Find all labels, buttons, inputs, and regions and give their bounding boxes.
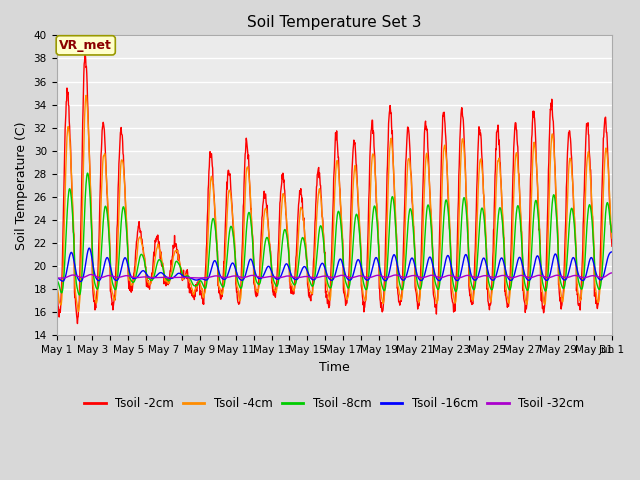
Tsoil -4cm	[82, 93, 90, 98]
Tsoil -32cm	[608, 270, 616, 276]
Tsoil -16cm	[264, 264, 272, 269]
Tsoil -2cm	[52, 283, 60, 288]
Legend: Tsoil -2cm, Tsoil -4cm, Tsoil -8cm, Tsoil -16cm, Tsoil -32cm: Tsoil -2cm, Tsoil -4cm, Tsoil -8cm, Tsoi…	[79, 392, 589, 415]
Tsoil -2cm	[214, 248, 221, 253]
Tsoil -8cm	[535, 227, 543, 232]
Tsoil -2cm	[81, 51, 89, 57]
Tsoil -4cm	[535, 216, 543, 222]
Line: Tsoil -32cm: Tsoil -32cm	[56, 273, 612, 278]
Tsoil -4cm	[52, 281, 60, 287]
Tsoil -4cm	[474, 208, 481, 214]
Y-axis label: Soil Temperature (C): Soil Temperature (C)	[15, 121, 28, 250]
Tsoil -16cm	[164, 275, 172, 280]
Tsoil -16cm	[474, 275, 481, 281]
Tsoil -16cm	[52, 275, 60, 281]
Tsoil -4cm	[164, 278, 172, 284]
Line: Tsoil -2cm: Tsoil -2cm	[56, 54, 612, 324]
Tsoil -32cm	[213, 273, 221, 279]
Tsoil -16cm	[214, 264, 221, 270]
Tsoil -32cm	[153, 275, 161, 280]
Tsoil -4cm	[608, 235, 616, 241]
Tsoil -8cm	[608, 229, 616, 235]
Tsoil -8cm	[164, 277, 172, 283]
Tsoil -16cm	[86, 245, 93, 251]
Tsoil -8cm	[264, 236, 272, 242]
Tsoil -16cm	[153, 273, 161, 278]
Tsoil -32cm	[473, 275, 481, 280]
Tsoil -32cm	[52, 275, 60, 281]
Tsoil -8cm	[52, 277, 60, 283]
Tsoil -32cm	[535, 273, 543, 278]
Tsoil -4cm	[214, 254, 221, 260]
Tsoil -4cm	[264, 221, 272, 227]
Tsoil -8cm	[84, 170, 92, 176]
Tsoil -16cm	[77, 279, 84, 285]
Title: Soil Temperature Set 3: Soil Temperature Set 3	[247, 15, 422, 30]
Tsoil -16cm	[608, 249, 616, 255]
Tsoil -32cm	[58, 275, 65, 281]
Tsoil -2cm	[164, 281, 172, 287]
Tsoil -2cm	[535, 227, 543, 233]
Line: Tsoil -4cm: Tsoil -4cm	[56, 96, 612, 312]
Tsoil -2cm	[474, 164, 481, 169]
Tsoil -16cm	[535, 256, 543, 262]
Tsoil -4cm	[153, 245, 161, 251]
Tsoil -4cm	[74, 309, 82, 314]
Tsoil -2cm	[608, 243, 616, 249]
Tsoil -8cm	[76, 292, 83, 298]
Tsoil -32cm	[264, 274, 271, 280]
Tsoil -8cm	[474, 256, 481, 262]
Tsoil -8cm	[153, 261, 161, 267]
Line: Tsoil -8cm: Tsoil -8cm	[56, 173, 612, 295]
Line: Tsoil -16cm: Tsoil -16cm	[56, 248, 612, 282]
X-axis label: Time: Time	[319, 360, 349, 374]
Tsoil -32cm	[163, 275, 171, 280]
Tsoil -2cm	[264, 217, 272, 223]
Tsoil -2cm	[153, 233, 161, 239]
Tsoil -2cm	[74, 321, 81, 326]
Tsoil -8cm	[214, 254, 221, 260]
Text: VR_met: VR_met	[60, 39, 112, 52]
